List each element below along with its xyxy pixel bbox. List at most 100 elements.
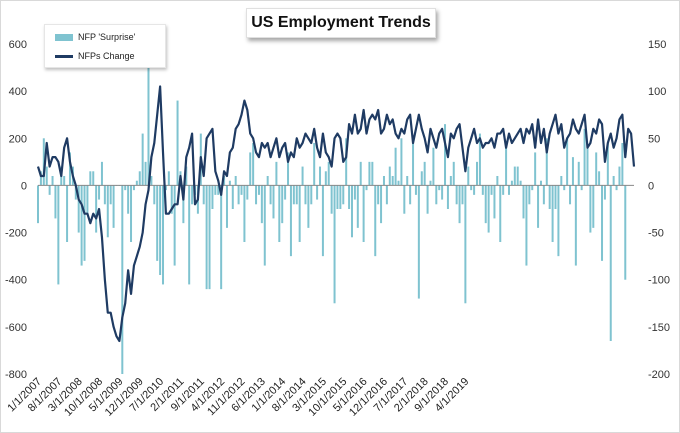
- surprise-bar: [444, 124, 447, 186]
- surprise-bar: [557, 185, 560, 257]
- surprise-bar: [127, 185, 130, 214]
- surprise-bar: [243, 185, 246, 242]
- surprise-bar: [409, 185, 412, 205]
- surprise-bar: [441, 185, 444, 200]
- surprise-bar: [63, 176, 66, 186]
- surprise-bar: [132, 185, 135, 191]
- surprise-bar: [231, 185, 234, 209]
- surprise-bar: [284, 185, 287, 200]
- surprise-bar: [240, 185, 243, 195]
- surprise-bar: [223, 176, 226, 186]
- surprise-bar: [516, 166, 519, 186]
- surprise-bar: [220, 185, 223, 290]
- surprise-bar: [281, 185, 284, 224]
- surprise-bar: [188, 185, 191, 285]
- surprise-bar: [499, 185, 502, 242]
- surprise-bar: [339, 185, 342, 209]
- surprise-bar: [100, 161, 103, 186]
- surprise-bar: [496, 176, 499, 186]
- legend-swatch-line: [55, 54, 73, 58]
- surprise-bar: [478, 133, 481, 186]
- surprise-bar: [252, 143, 255, 186]
- right-tick-label: 50: [648, 133, 660, 145]
- surprise-bar: [292, 185, 295, 205]
- surprise-bar: [327, 161, 330, 186]
- legend-item-change: NFPs Change: [55, 51, 135, 61]
- surprise-bar: [598, 171, 601, 186]
- surprise-bar: [606, 143, 609, 186]
- surprise-bar: [490, 185, 493, 195]
- x-axis-ticks: 1/1/20078/1/20073/1/200810/1/20085/1/200…: [5, 376, 471, 419]
- surprise-bar: [435, 185, 438, 205]
- surprise-bar: [365, 185, 368, 191]
- left-tick-label: 400: [9, 86, 27, 98]
- surprise-bar: [246, 185, 249, 200]
- surprise-bar: [95, 185, 98, 233]
- surprise-bar: [42, 138, 45, 186]
- surprise-bar: [130, 185, 133, 242]
- surprise-bar: [438, 185, 441, 191]
- surprise-bar: [385, 185, 388, 205]
- surprise-bar: [566, 138, 569, 186]
- left-axis-ticks: 600 400 200 0 -200 -400 -600 -800: [5, 39, 27, 381]
- surprise-bar: [295, 185, 298, 205]
- surprise-bar: [569, 185, 572, 205]
- surprise-bar: [310, 185, 313, 205]
- surprise-bar: [377, 185, 380, 205]
- surprise-bar: [144, 161, 147, 186]
- surprise-bar: [563, 185, 566, 191]
- surprise-bar: [39, 171, 42, 186]
- surprise-bar: [237, 185, 240, 205]
- surprise-bar: [391, 176, 394, 186]
- surprise-bar: [68, 152, 71, 186]
- surprise-bar: [560, 176, 563, 186]
- surprise-bar: [37, 185, 39, 224]
- surprise-bar: [513, 166, 516, 186]
- surprise-bar: [313, 143, 316, 186]
- surprise-bar: [400, 138, 403, 186]
- surprise-bar: [109, 185, 112, 205]
- surprise-bar: [382, 176, 385, 186]
- surprise-bar: [420, 171, 423, 186]
- surprise-bar: [583, 128, 586, 186]
- surprise-bar: [397, 180, 400, 186]
- surprise-bar: [348, 185, 351, 209]
- surprise-bar: [89, 171, 92, 186]
- surprise-bar: [452, 161, 455, 186]
- surprise-bar: [621, 143, 624, 186]
- surprise-bar: [121, 185, 124, 374]
- legend: NFP 'Surprise' NFPs Change: [44, 24, 166, 68]
- surprise-bar: [173, 185, 176, 266]
- surprise-bars: [37, 34, 627, 374]
- change-line: [36, 85, 636, 343]
- surprise-bar: [609, 185, 612, 341]
- surprise-bar: [615, 185, 618, 191]
- surprise-bar: [124, 185, 127, 191]
- surprise-bar: [467, 166, 470, 186]
- right-axis-ticks: 150 100 50 0 -50 -100 -150 -200: [648, 39, 670, 381]
- surprise-bar: [176, 100, 179, 186]
- chart-title: US Employment Trends: [246, 8, 436, 38]
- surprise-bar: [618, 166, 621, 186]
- surprise-bar: [321, 185, 324, 257]
- surprise-bar: [182, 185, 185, 224]
- right-tick-label: 150: [648, 39, 666, 51]
- surprise-bar: [333, 185, 336, 304]
- surprise-bar: [228, 180, 231, 186]
- surprise-bar: [571, 157, 574, 186]
- surprise-bar: [542, 185, 545, 205]
- right-tick-label: -100: [648, 275, 670, 287]
- surprise-bar: [45, 166, 48, 186]
- surprise-bar: [54, 185, 57, 219]
- surprise-bar: [330, 185, 333, 214]
- surprise-bar: [86, 185, 89, 214]
- surprise-bar: [426, 185, 429, 214]
- surprise-bar: [350, 185, 353, 238]
- surprise-bar: [507, 185, 510, 195]
- surprise-bar: [263, 185, 266, 266]
- legend-label-change: NFPs Change: [78, 51, 135, 61]
- surprise-bar: [260, 185, 263, 224]
- surprise-bar: [601, 185, 604, 261]
- surprise-bar: [147, 34, 150, 186]
- surprise-bar: [234, 176, 237, 186]
